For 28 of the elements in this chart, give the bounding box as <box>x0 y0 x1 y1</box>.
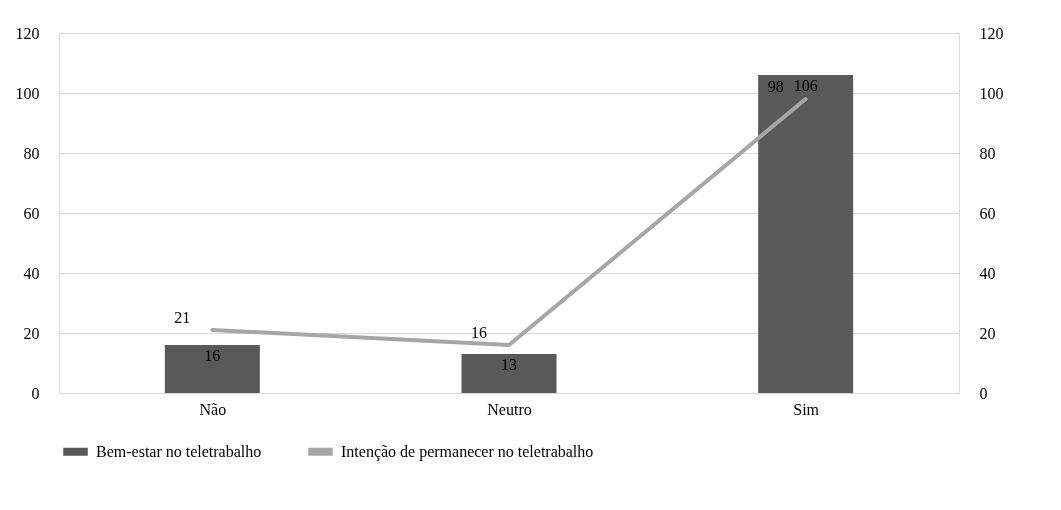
y-tick-label: 60 <box>23 204 40 222</box>
bar <box>758 75 854 393</box>
x-tick-label: Neutro <box>487 400 532 418</box>
y2-tick-label: 100 <box>979 84 1004 102</box>
x-tick-label: Não <box>199 400 227 418</box>
y2-tick-label: 80 <box>979 144 996 162</box>
y-tick-label: 40 <box>23 264 40 282</box>
x-tick-label: Sim <box>793 400 820 418</box>
bar <box>164 345 260 393</box>
y2-tick-label: 20 <box>979 324 996 342</box>
data-label: 13 <box>501 356 517 373</box>
legend-label: Bem-estar no teletrabalho <box>96 442 262 460</box>
y2-tick-label: 120 <box>979 24 1004 42</box>
y2-tick-label: 60 <box>979 204 996 222</box>
y2-tick-label: 0 <box>979 384 988 402</box>
data-label: 16 <box>204 347 221 364</box>
data-label: 16 <box>471 324 487 341</box>
data-label: 21 <box>174 309 191 326</box>
y-tick-label: 100 <box>15 84 40 102</box>
data-label: 98 <box>767 78 784 95</box>
y2-tick-label: 40 <box>979 264 996 282</box>
bar <box>461 354 557 393</box>
legend-label: Intenção de permanecer no teletrabalho <box>341 442 594 461</box>
y-tick-label: 120 <box>15 24 40 42</box>
y-tick-label: 0 <box>31 384 40 402</box>
y-tick-label: 20 <box>23 324 40 342</box>
y-tick-label: 80 <box>23 144 40 162</box>
data-label: 106 <box>793 77 818 94</box>
